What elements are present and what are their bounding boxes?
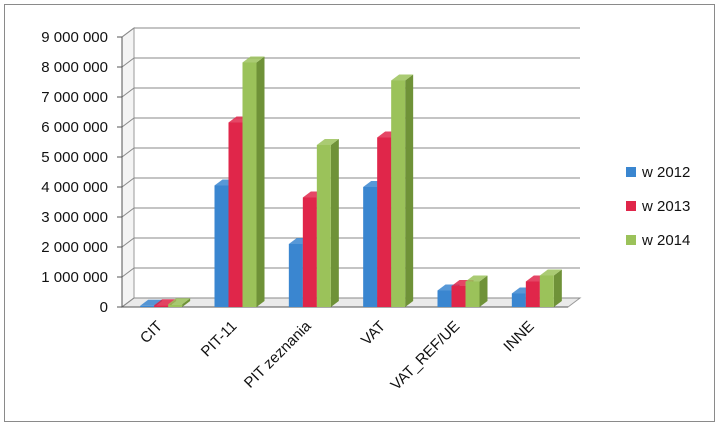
bar-side	[256, 56, 265, 307]
bar-w-2014-0	[168, 298, 191, 307]
bar-side	[553, 269, 562, 307]
bar-front	[451, 286, 466, 307]
bar-front	[154, 305, 169, 307]
bar-front	[465, 281, 480, 307]
gridline-diag	[121, 57, 135, 68]
floor	[120, 297, 582, 308]
y-tick-label: 5 000 000	[41, 149, 108, 166]
x-tick-label: CIT	[137, 318, 166, 347]
bar-w-2014-2	[316, 139, 339, 307]
legend-label: w 2012	[641, 164, 690, 181]
x-tick-label: VAT	[358, 318, 389, 349]
bar-front	[363, 187, 378, 307]
bar-front	[140, 305, 155, 307]
legend-swatch	[626, 201, 636, 211]
legend-swatch	[626, 167, 636, 177]
bar-top	[168, 298, 191, 305]
bar-w-2014-5	[539, 269, 562, 307]
gridline-diag	[121, 267, 135, 278]
gridline-diag	[121, 147, 135, 158]
bar-w-2014-1	[242, 56, 265, 307]
bar-top	[140, 299, 163, 306]
bar-side	[182, 298, 191, 307]
gridline-diag	[121, 177, 135, 188]
gridline-diag	[121, 237, 135, 248]
chart-walls	[120, 27, 582, 308]
x-tick-label: VAT_REF/UE	[387, 318, 463, 394]
y-tick-label: 0	[100, 299, 108, 316]
bar-front	[437, 290, 452, 307]
y-tick-label: 6 000 000	[41, 119, 108, 136]
bar-front	[316, 145, 331, 307]
bar-front	[377, 137, 392, 307]
gridline-diag	[121, 117, 135, 128]
bar-front	[539, 275, 554, 307]
bar-top	[539, 269, 562, 276]
bars	[140, 56, 562, 307]
legend-swatch	[626, 235, 636, 245]
y-axis-ticks: 0 1 000 000 2 000 000 3 000 000 4 000 000 5 0…	[41, 29, 108, 316]
y-tick-label: 9 000 000	[41, 29, 108, 46]
bar-front	[302, 197, 317, 307]
bar-front	[511, 293, 526, 307]
bar-side	[479, 275, 488, 307]
bar-front	[288, 244, 303, 307]
side-wall	[121, 27, 135, 308]
bar-front	[391, 80, 406, 307]
bar-top	[316, 139, 339, 145]
bar-top	[391, 74, 414, 81]
bar-top	[242, 56, 265, 63]
gridline-diag	[121, 27, 135, 38]
y-tick-label: 2 000 000	[41, 239, 108, 256]
gridline-diag	[121, 207, 135, 218]
bar-front	[242, 62, 257, 307]
bar-side	[330, 139, 339, 307]
y-tick-label: 3 000 000	[41, 209, 108, 226]
y-tick-label: 4 000 000	[41, 179, 108, 196]
bar-w-2014-3	[391, 74, 414, 307]
legend-label: w 2014	[641, 232, 690, 249]
y-tick-label: 7 000 000	[41, 89, 108, 106]
bar-front	[168, 304, 183, 307]
bar-front	[214, 185, 229, 307]
bar-top	[154, 299, 177, 306]
legend: w 2012 w 2013 w 2014	[626, 164, 690, 249]
gridlines	[117, 27, 580, 308]
gridline-diag	[121, 297, 135, 308]
y-tick-label: 1 000 000	[41, 269, 108, 286]
x-tick-label: PIT-11	[198, 318, 240, 360]
gridline-diag	[121, 87, 135, 98]
bar-side	[405, 74, 414, 307]
y-tick-label: 8 000 000	[41, 59, 108, 76]
legend-label: w 2013	[641, 198, 690, 215]
x-tick-label: INNE	[500, 318, 537, 355]
bar-front	[228, 122, 243, 307]
bar-w-2014-4	[465, 275, 488, 307]
x-tick-label: PIT zeznania	[241, 317, 315, 391]
bar-top	[465, 275, 488, 282]
bar-front	[525, 281, 540, 307]
